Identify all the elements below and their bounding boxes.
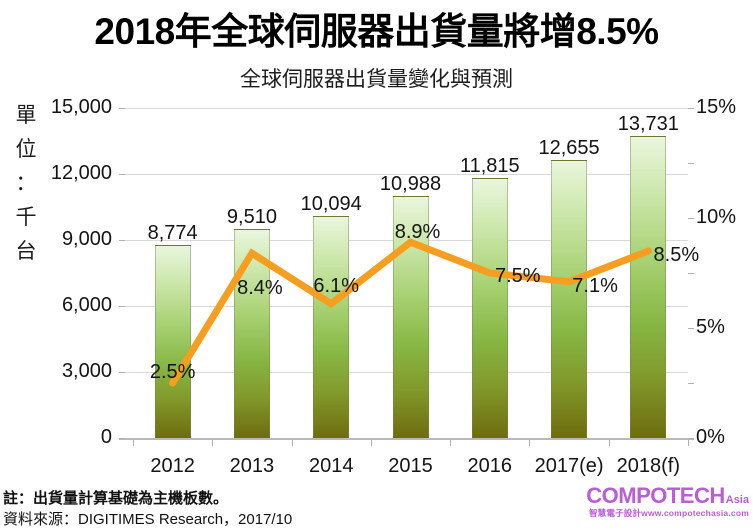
x-axis-line — [119, 438, 694, 440]
right-axis-tick-label: 10% — [696, 206, 737, 228]
left-axis-tick — [119, 438, 125, 439]
right-axis-tick-label: 0% — [696, 426, 725, 448]
bar — [154, 244, 191, 438]
left-axis-tick — [119, 372, 125, 373]
line-point-label: 2.5% — [149, 361, 196, 383]
x-axis-tick — [608, 440, 610, 446]
x-axis-tick — [291, 440, 293, 446]
bar-value-label: 9,510 — [226, 205, 277, 228]
line-point-label: 8.9% — [394, 221, 441, 244]
chart-subtitle: 全球伺服器出貨量變化與預測 — [240, 68, 513, 91]
right-axis-tick — [688, 438, 694, 439]
logo-suffix: Asia — [725, 494, 749, 506]
x-axis-tick — [450, 440, 452, 446]
x-axis-category-label: 2018(f) — [616, 455, 681, 477]
x-axis-tick — [133, 440, 134, 446]
bar-value-label: 11,815 — [459, 155, 520, 178]
line-point-label: 8.5% — [653, 244, 700, 266]
right-axis-tick-label: 15% — [696, 96, 737, 118]
left-axis-tick-label: 6,000 — [61, 294, 112, 316]
x-axis-category-label: 2015 — [388, 455, 433, 477]
left-axis-tick-label: 9,000 — [61, 228, 112, 250]
page-title: 2018年全球伺服器出貨量將增8.5% — [94, 11, 659, 52]
x-axis-tick — [529, 440, 531, 446]
x-axis-category-label: 2016 — [467, 455, 513, 477]
growth-line-series — [169, 238, 652, 387]
left-axis-tick — [119, 240, 125, 241]
left-axis-tick — [119, 306, 125, 307]
x-axis-category-label: 2014 — [308, 455, 354, 477]
compotech-logo: COMPOTECHAsia 智慧電子設計www.compotechasia.co… — [586, 485, 749, 518]
line-point-label: 7.5% — [494, 265, 541, 287]
y-axis-unit-label: 單位：千台 — [15, 104, 37, 263]
line-point-label: 7.1% — [572, 274, 618, 297]
right-axis-tick — [688, 383, 694, 384]
bar-value-label: 10,094 — [300, 192, 362, 215]
bar — [392, 196, 429, 438]
bar — [313, 215, 350, 438]
logo-wordmark: COMPOTECHAsia — [586, 485, 749, 507]
source-note: 資料來源：DIGITIMES Research，2017/10 — [3, 511, 293, 528]
right-axis-tick — [688, 328, 694, 329]
bar-value-label: 10,988 — [379, 173, 442, 196]
bar-value-label: 12,655 — [538, 136, 600, 159]
gridline — [125, 108, 688, 109]
bar-value-label: 13,731 — [617, 112, 679, 135]
line-point-label: 6.1% — [313, 274, 359, 297]
right-axis-tick — [688, 108, 694, 109]
logo-name: COMPOTECH — [586, 483, 725, 508]
x-axis-tick — [212, 440, 214, 446]
x-axis-category-label: 2013 — [229, 455, 275, 477]
left-axis-tick-label: 12,000 — [50, 162, 112, 184]
left-axis-tick — [119, 108, 125, 109]
left-axis-tick-label: 15,000 — [50, 96, 112, 118]
right-axis-tick — [688, 218, 694, 219]
gridline — [125, 174, 688, 175]
left-axis-tick — [119, 174, 125, 175]
right-axis-tick — [688, 273, 694, 274]
x-axis-category-label: 2012 — [150, 455, 195, 477]
bar-value-label: 8,774 — [147, 221, 198, 244]
right-axis-tick-label: 5% — [696, 316, 725, 338]
x-axis-tick — [370, 440, 372, 446]
left-axis-tick-label: 0 — [100, 426, 112, 448]
footnote: 註：出貨量計算基礎為主機板數。 — [3, 490, 229, 507]
line-point-label: 8.4% — [237, 277, 283, 300]
left-axis-tick-label: 3,000 — [61, 360, 112, 382]
right-axis-tick — [688, 163, 694, 164]
x-axis-category-label: 2017(e) — [534, 455, 604, 477]
x-axis-tick — [688, 440, 689, 446]
logo-tagline: 智慧電子設計www.compotechasia.com — [588, 508, 749, 518]
bar — [471, 178, 508, 438]
bar — [551, 159, 588, 438]
bar — [630, 135, 667, 438]
